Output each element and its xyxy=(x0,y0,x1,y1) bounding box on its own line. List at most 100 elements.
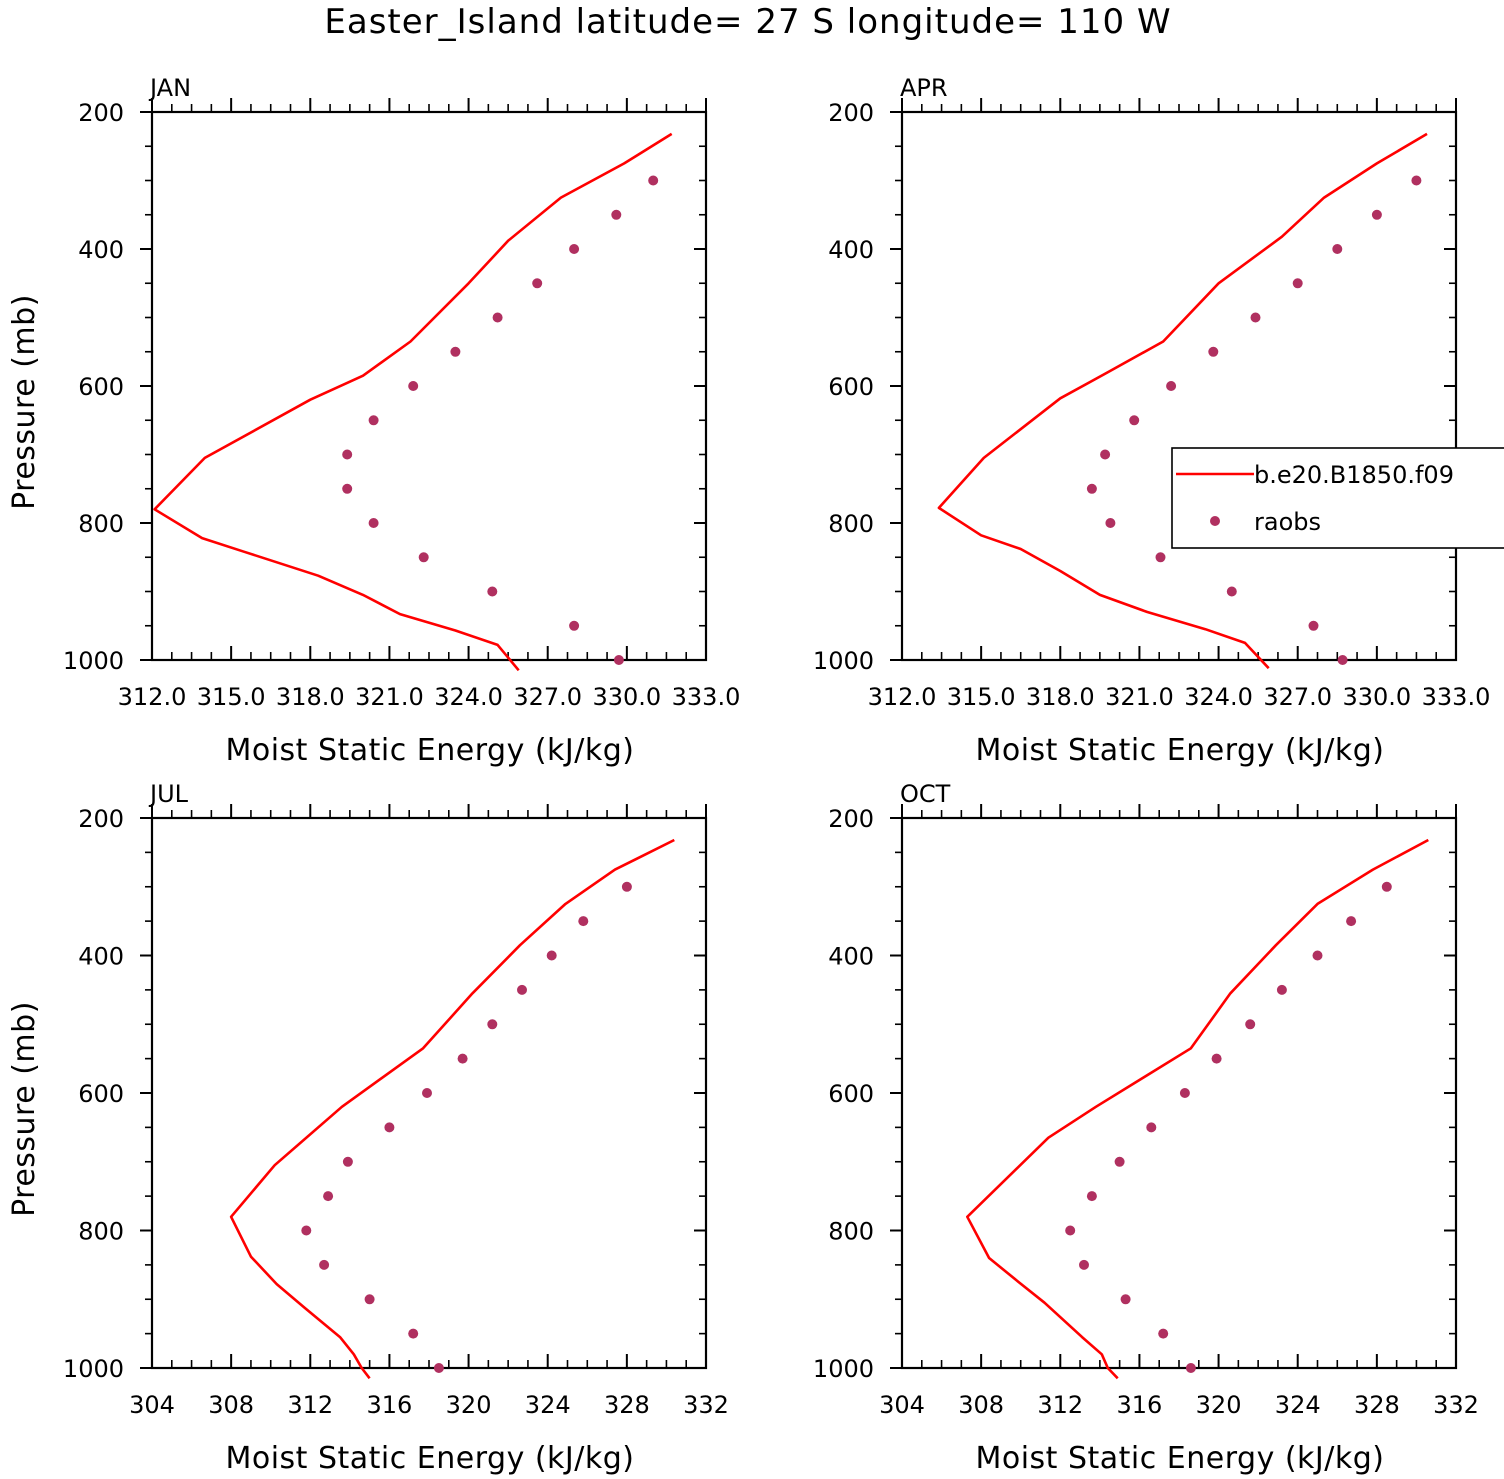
x-tick-label: 312.0 xyxy=(118,683,187,711)
y-tick-label: 400 xyxy=(828,943,874,971)
raobs-point xyxy=(1346,916,1357,927)
raobs-point xyxy=(368,518,379,528)
panel-jul: 304 308 312 316 320 324 328 332 200 400 600 800 1000… xyxy=(7,780,729,1476)
raobs-point xyxy=(546,950,557,961)
x-tick-label: 316 xyxy=(1117,1391,1163,1419)
raobs-point xyxy=(1245,1019,1256,1030)
x-tick-label: 324.0 xyxy=(434,683,503,711)
raobs-point xyxy=(1337,655,1348,665)
y-axis-label: Pressure (mb) xyxy=(7,1001,42,1217)
model-series-line xyxy=(937,132,1428,670)
raobs-point xyxy=(457,1053,468,1064)
y-tick-label: 800 xyxy=(828,510,874,538)
raobs-point xyxy=(487,586,498,597)
x-tick-label: 330.0 xyxy=(592,683,661,711)
x-tick-label: 324 xyxy=(525,1391,571,1419)
x-tick-label: 315.0 xyxy=(197,683,266,711)
y-tick-label: 400 xyxy=(828,236,874,264)
y-tick-label: 400 xyxy=(78,943,124,971)
x-tick-label: 316 xyxy=(367,1391,413,1419)
raobs-point xyxy=(1312,950,1323,961)
raobs-point xyxy=(368,415,379,426)
raobs-point xyxy=(433,1363,444,1373)
model-series-line xyxy=(153,132,673,672)
y-tick-label: 200 xyxy=(828,805,874,833)
legend-box xyxy=(1171,447,1504,549)
raobs-point xyxy=(342,1156,353,1167)
x-tick-label: 321.0 xyxy=(1105,683,1174,711)
raobs-point xyxy=(1079,1259,1089,1270)
x-tick-label: 312 xyxy=(1037,1391,1083,1419)
x-tick-label: 318.0 xyxy=(1026,683,1095,711)
x-axis-label: Moist Static Energy (kJ/kg) xyxy=(975,733,1384,768)
raobs-point xyxy=(648,175,659,186)
raobs-point xyxy=(1086,483,1097,494)
y-tick-label: 1000 xyxy=(813,1355,874,1383)
model-series-line xyxy=(965,838,1429,1380)
x-axis-label: Moist Static Energy (kJ/kg) xyxy=(225,733,634,768)
raobs-point xyxy=(1226,586,1237,597)
y-tick-label: 1000 xyxy=(63,1355,124,1383)
raobs-point xyxy=(342,449,353,460)
panel-apr: 312.0 315.0 318.0 321.0 324.0 327.0 330.0 333.0… xyxy=(813,74,1490,768)
raobs-point xyxy=(1308,620,1319,631)
raobs-point xyxy=(1185,1363,1196,1373)
raobs-point xyxy=(1381,881,1392,892)
x-tick-label: 327.0 xyxy=(513,683,582,711)
raobs-point xyxy=(1179,1088,1190,1098)
panel-title: OCT xyxy=(900,780,951,808)
raobs-point xyxy=(1276,984,1287,995)
raobs-point xyxy=(1371,209,1382,220)
raobs-point xyxy=(1155,552,1166,563)
raobs-point xyxy=(418,552,429,563)
raobs-point xyxy=(569,620,580,631)
raobs-point xyxy=(323,1191,334,1202)
raobs-point xyxy=(492,312,503,323)
raobs-point xyxy=(1129,415,1140,426)
y-tick-label: 600 xyxy=(78,373,124,401)
x-tick-label: 324 xyxy=(1275,1391,1321,1419)
y-tick-label: 200 xyxy=(828,99,874,127)
raobs-point xyxy=(569,244,580,254)
x-tick-label: 333.0 xyxy=(1422,683,1491,711)
x-tick-label: 312.0 xyxy=(868,683,937,711)
y-tick-label: 800 xyxy=(78,510,124,538)
raobs-point xyxy=(1166,381,1177,391)
legend-raobs-marker xyxy=(1210,516,1220,526)
plot-frame xyxy=(900,816,1458,1370)
raobs-point xyxy=(578,916,589,927)
raobs-point xyxy=(1105,518,1116,528)
raobs-point xyxy=(301,1225,312,1236)
raobs-point xyxy=(1114,1156,1125,1167)
y-tick-label: 600 xyxy=(828,1080,874,1108)
panels: 312.0 315.0 318.0 321.0 324.0 327.0 330.0 333.0… xyxy=(7,74,1490,1476)
raobs-point xyxy=(319,1259,330,1270)
y-tick-label: 1000 xyxy=(813,647,874,675)
x-tick-label: 318.0 xyxy=(276,683,345,711)
raobs-point xyxy=(1332,244,1343,254)
plot-frame xyxy=(150,110,708,662)
y-tick-label: 400 xyxy=(78,236,124,264)
x-tick-label: 312 xyxy=(287,1391,333,1419)
x-tick-label: 330.0 xyxy=(1342,683,1411,711)
x-axis-label: Moist Static Energy (kJ/kg) xyxy=(225,1441,634,1476)
x-tick-label: 324.0 xyxy=(1184,683,1253,711)
x-tick-label: 304 xyxy=(879,1391,925,1419)
y-tick-label: 200 xyxy=(78,805,124,833)
figure-title: Easter_Island latitude= 27 S longitude= … xyxy=(324,2,1171,42)
panel-title: APR xyxy=(900,74,948,102)
x-tick-label: 333.0 xyxy=(672,683,741,711)
panel-oct: 304 308 312 316 320 324 328 332 200 400 600 800 1000… xyxy=(813,780,1479,1476)
legend: b.e20.B1850.f09 raobs xyxy=(1171,447,1504,549)
x-axis-label: Moist Static Energy (kJ/kg) xyxy=(975,1441,1384,1476)
legend-raobs-label: raobs xyxy=(1254,508,1321,536)
raobs-point xyxy=(408,381,419,391)
raobs-point xyxy=(1208,346,1219,357)
y-tick-label: 800 xyxy=(828,1218,874,1246)
raobs-point xyxy=(1158,1328,1169,1339)
y-tick-label: 600 xyxy=(828,373,874,401)
raobs-point xyxy=(611,209,622,220)
x-tick-label: 328 xyxy=(604,1391,650,1419)
x-tick-label: 308 xyxy=(958,1391,1004,1419)
